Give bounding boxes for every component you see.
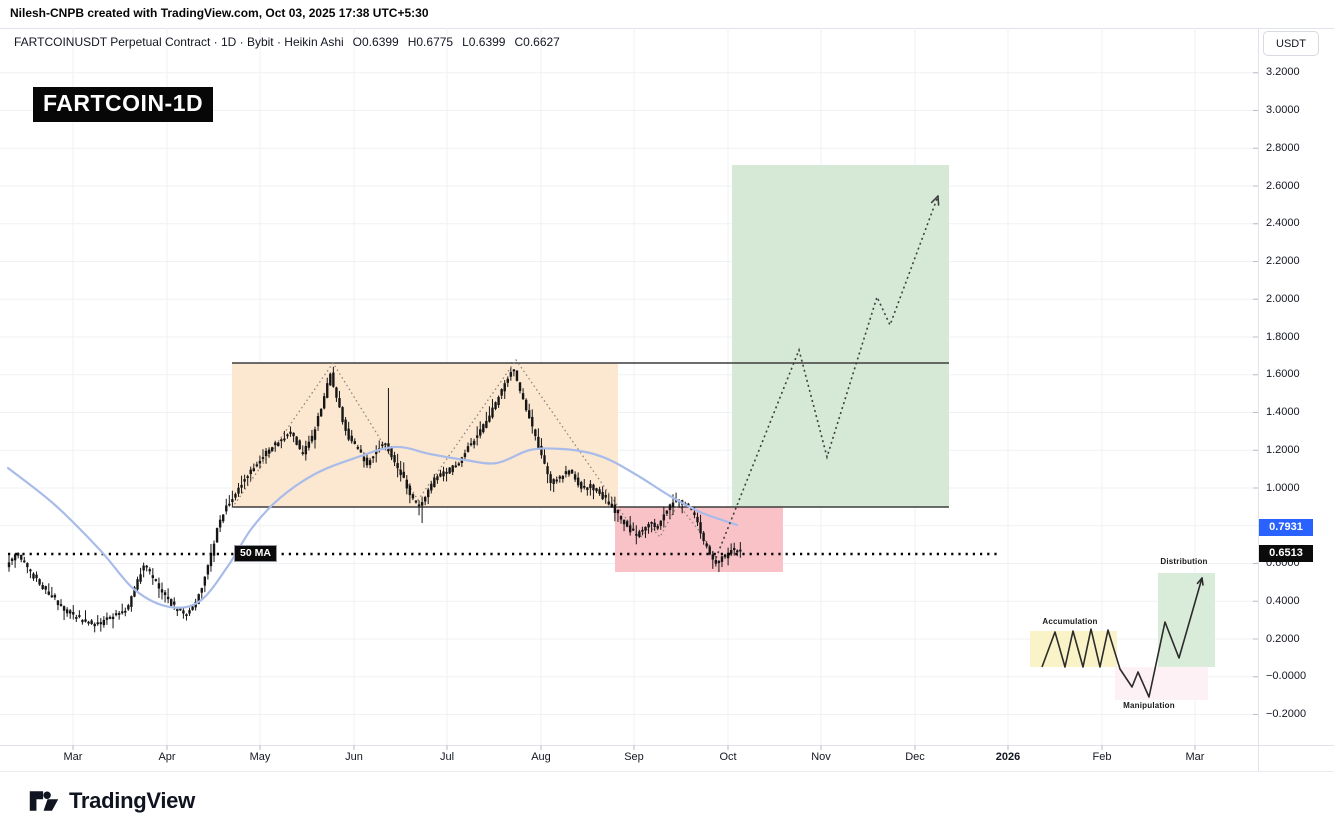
candlesticks (7, 366, 742, 633)
chart-title-watermark: FARTCOIN-1D (33, 87, 214, 122)
time-tick-Jul: Jul (439, 751, 455, 763)
time-tick-Mar: Mar (63, 751, 83, 763)
time-tick-Oct: Oct (719, 751, 737, 763)
price-axis-separator (1258, 28, 1259, 771)
time-tick-Dec: Dec (905, 751, 925, 763)
tradingview-logo: TradingView (28, 786, 195, 816)
time-tick-Mar: Mar (1185, 751, 1205, 763)
price-tick-label: 1.0000 (1266, 481, 1300, 494)
symbol-description: FARTCOINUSDT Perpetual Contract · 1D · B… (14, 35, 344, 49)
time-axis-separator (0, 745, 1334, 746)
zone-target-box-green (732, 165, 949, 507)
ohlc-h: H0.6775 (407, 35, 454, 49)
price-tick-label: 2.0000 (1266, 292, 1300, 305)
ohlc-l: L0.6399 (462, 35, 506, 49)
wyckoff-schematic-line (1041, 577, 1203, 698)
price-tick-label: 1.6000 (1266, 368, 1300, 381)
projection-path (715, 195, 940, 559)
attribution-text: Nilesh-CNPB created with TradingView.com… (10, 6, 429, 20)
price-tick-label: −0.0000 (1266, 670, 1307, 683)
price-tick-label: 2.4000 (1266, 217, 1300, 230)
price-tick-label: 1.4000 (1266, 406, 1300, 418)
inset-label-manipulation: Manipulation (1123, 701, 1175, 710)
price-badge-0.6513: 0.6513 (1259, 545, 1313, 563)
ohlc-o: O0.6399 (352, 35, 399, 49)
price-tick-label: −0.2000 (1266, 708, 1307, 720)
ohlc-values: O0.6399 H0.6775 L0.6399 C0.6627 (344, 35, 560, 49)
price-tick-label: 1.8000 (1266, 330, 1300, 343)
ma-50-label: 50 MA (234, 545, 277, 562)
wyckoff-inset (1030, 573, 1215, 700)
triangle-dotted-line (231, 358, 618, 509)
price-tick-label: 1.2000 (1266, 443, 1300, 456)
price-tick-label: 2.8000 (1266, 141, 1300, 154)
price-tick-label: 3.0000 (1266, 104, 1300, 116)
ma-50-line (6, 445, 739, 609)
support-resistance-lines (232, 362, 949, 508)
distribution-box (1158, 573, 1215, 667)
time-tick-Sep: Sep (624, 751, 644, 763)
time-tick-Feb: Feb (1092, 751, 1112, 763)
price-tick-label: 0.2000 (1266, 632, 1300, 645)
tradingview-logo-icon (29, 791, 59, 811)
currency-button[interactable]: USDT (1263, 31, 1319, 56)
ohlc-c: C0.6627 (514, 35, 560, 49)
chart-frame-top-border (0, 28, 1334, 29)
symbol-header: FARTCOINUSDT Perpetual Contract · 1D · B… (14, 35, 560, 49)
annotation-zones (232, 165, 949, 572)
price-tick-label: 3.2000 (1266, 66, 1300, 79)
price-badge-0.7931: 0.7931 (1259, 518, 1313, 536)
inset-label-accumulation: Accumulation (1042, 617, 1098, 626)
time-tick-Jun: Jun (345, 751, 363, 763)
widget-bottom-border (0, 771, 1334, 772)
price-tick-label: 2.6000 (1266, 179, 1300, 192)
time-tick-Apr: Apr (158, 751, 176, 763)
time-tick-2026: 2026 (995, 751, 1021, 763)
zone-range-box-orange (232, 363, 618, 507)
axis-tick-stubs (72, 72, 1258, 750)
time-tick-May: May (249, 751, 271, 763)
inset-label-distribution: Distribution (1160, 557, 1208, 566)
tradingview-wordmark: TradingView (69, 788, 195, 813)
dotted-trend-paths (231, 358, 717, 559)
time-tick-Nov: Nov (811, 751, 831, 763)
zone-breakdown-box-red (615, 507, 783, 572)
price-tick-label: 2.2000 (1266, 255, 1300, 267)
price-tick-label: 0.4000 (1266, 594, 1300, 607)
time-tick-Aug: Aug (531, 751, 551, 763)
